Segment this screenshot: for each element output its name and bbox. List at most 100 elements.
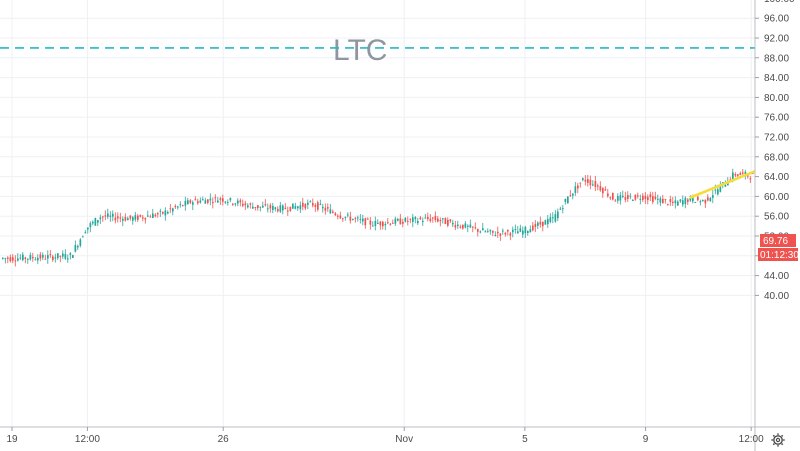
candle <box>474 222 477 230</box>
candle <box>539 216 542 228</box>
candle <box>149 214 152 218</box>
candle <box>657 194 659 205</box>
candle <box>527 230 529 236</box>
candle <box>654 191 657 201</box>
candle <box>479 230 482 234</box>
y-tick-label: 100.00 <box>764 0 795 5</box>
candle <box>99 214 102 224</box>
candle <box>449 218 452 223</box>
candle <box>472 226 474 233</box>
candle <box>584 175 587 186</box>
y-tick-label: 80.00 <box>764 93 789 104</box>
candle <box>607 188 609 198</box>
candle <box>92 220 94 226</box>
x-tick-label: 26 <box>218 434 230 445</box>
candle <box>312 198 314 208</box>
candle <box>112 210 114 222</box>
countdown-badge-bg <box>758 248 798 261</box>
x-tick-label: 12:00 <box>75 434 100 445</box>
y-tick-label: 56.00 <box>764 212 789 223</box>
candle <box>587 174 589 187</box>
candle <box>439 217 442 227</box>
candle <box>47 250 49 264</box>
candle <box>549 213 552 224</box>
candle <box>364 217 367 229</box>
candle <box>19 253 22 261</box>
candle <box>327 203 329 212</box>
candle <box>44 254 47 260</box>
candle <box>492 230 494 237</box>
candle <box>422 217 424 226</box>
candle <box>282 204 284 215</box>
candle <box>64 249 67 261</box>
candle <box>229 197 232 203</box>
candle <box>627 191 629 202</box>
candle <box>177 205 179 210</box>
candle <box>179 201 182 208</box>
candle <box>554 210 557 223</box>
candle <box>167 210 169 215</box>
candle <box>432 216 434 223</box>
last-price-badge: 69.76 <box>760 234 796 247</box>
candle <box>337 214 339 220</box>
candle <box>644 192 647 204</box>
candle <box>87 227 89 234</box>
candle <box>334 211 337 217</box>
candle <box>489 229 492 235</box>
candle <box>557 208 559 222</box>
candle <box>462 224 464 230</box>
candle <box>454 220 457 231</box>
candle <box>624 191 627 203</box>
candle <box>172 207 174 216</box>
candle <box>734 172 737 178</box>
candle <box>572 193 574 200</box>
candle <box>27 258 29 264</box>
candle <box>247 203 249 209</box>
candle <box>602 187 604 198</box>
countdown-text: 01:12:30 <box>760 250 799 261</box>
candle <box>119 212 122 223</box>
candle <box>307 199 309 210</box>
candle <box>502 228 504 235</box>
candle <box>469 219 472 229</box>
last-price-text: 69.76 <box>763 236 788 247</box>
candle <box>147 210 149 218</box>
candle <box>319 199 322 206</box>
candle <box>634 194 637 201</box>
candle <box>579 182 582 188</box>
candle <box>342 217 344 222</box>
candle <box>442 217 444 224</box>
candle <box>534 220 537 232</box>
candle <box>49 250 52 258</box>
candle <box>79 238 82 248</box>
candle <box>82 235 84 238</box>
candle <box>352 218 354 221</box>
candle <box>227 199 229 206</box>
candle <box>284 203 287 210</box>
candle <box>14 255 17 267</box>
candle <box>412 213 414 228</box>
candle <box>639 194 642 205</box>
candle <box>637 192 639 199</box>
candle <box>202 196 204 201</box>
candle <box>582 177 584 182</box>
candle <box>464 221 467 229</box>
candle <box>304 203 307 211</box>
x-tick-label: 9 <box>643 434 649 445</box>
candle <box>144 217 147 224</box>
settings-gear-icon[interactable] <box>771 433 785 447</box>
candle <box>114 212 117 224</box>
candle <box>324 203 327 215</box>
candle <box>42 252 44 261</box>
y-tick-label: 96.00 <box>764 14 789 25</box>
candle <box>517 226 519 234</box>
candle <box>219 196 222 206</box>
candle <box>592 180 594 187</box>
candle <box>4 257 7 264</box>
grid-lines <box>0 0 755 427</box>
candle <box>157 211 159 218</box>
y-tick-label: 64.00 <box>764 172 789 183</box>
candle <box>704 199 707 209</box>
